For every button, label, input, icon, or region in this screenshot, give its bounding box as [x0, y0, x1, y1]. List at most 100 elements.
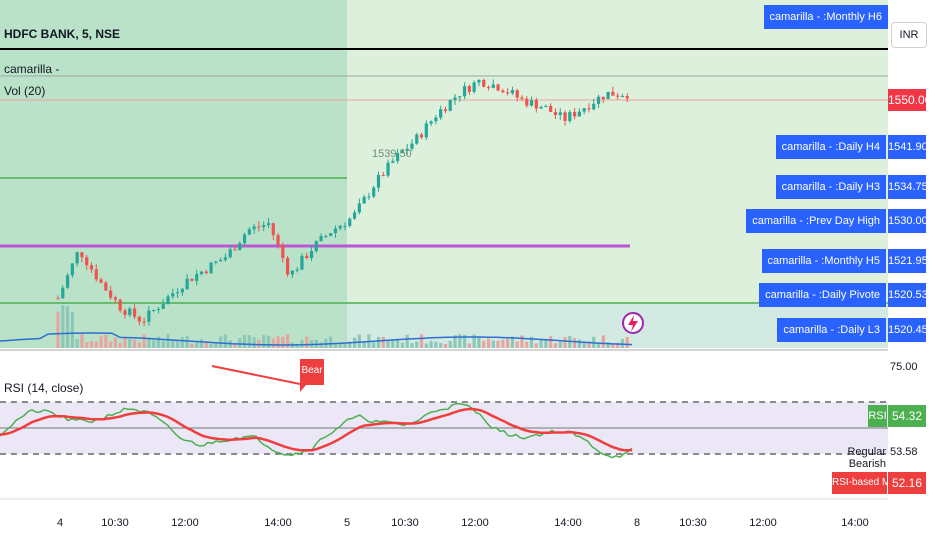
candle-body: [156, 309, 161, 311]
candle-body: [281, 244, 285, 258]
time-tick-label: 12:00: [171, 517, 199, 529]
volume-bar: [477, 336, 481, 348]
divergence-value: 53.58: [890, 446, 918, 458]
rsi-value: 54.32: [888, 405, 926, 427]
volume-bar: [204, 341, 208, 348]
volume-bar: [606, 342, 610, 348]
volume-bar: [525, 341, 529, 348]
symbol-title: HDFC BANK, 5, NSE: [4, 27, 121, 41]
candle-body: [109, 290, 113, 298]
volume-bar: [467, 343, 471, 348]
volume-bar: [61, 305, 65, 348]
volume-bar: [453, 335, 457, 348]
volume-bar: [242, 334, 247, 348]
volume-bar: [109, 341, 113, 348]
volume-bar: [171, 339, 175, 348]
volume-bar: [94, 341, 98, 348]
candle-body: [290, 270, 294, 275]
candle-body: [400, 150, 404, 153]
rsi-title: RSI (14, close): [4, 381, 84, 395]
volume-bar: [329, 336, 333, 348]
candle-body: [161, 304, 165, 310]
level-label-value: 1520.45: [888, 318, 928, 342]
candle-body: [396, 152, 400, 161]
candle-body: [56, 298, 60, 300]
candle-body: [549, 106, 553, 112]
candle-body: [415, 134, 419, 144]
lightning-icon[interactable]: [622, 312, 644, 334]
volume-bar: [180, 337, 184, 348]
candle-body: [123, 310, 127, 315]
candle-body: [486, 86, 491, 88]
candle-body: [324, 235, 328, 237]
candle-body: [477, 79, 481, 83]
volume-bar: [348, 341, 352, 348]
candle-body: [362, 196, 366, 204]
candle-body: [99, 279, 103, 283]
candle-body: [276, 235, 280, 245]
candle-body: [439, 109, 443, 118]
volume-bar: [132, 339, 137, 348]
candle-body: [94, 269, 98, 280]
rsi-ma-tag: RSI-based MA: [832, 472, 887, 494]
volume-bar: [147, 337, 151, 348]
volume-bar: [238, 337, 242, 348]
volume-bar: [175, 341, 180, 348]
time-tick-label: 8: [634, 517, 640, 529]
volume-bar: [496, 340, 500, 348]
candle-body: [348, 218, 352, 226]
volume-bar: [386, 340, 390, 348]
candle-body: [568, 112, 572, 121]
volume-bar: [472, 334, 476, 348]
volume-bar: [128, 339, 132, 348]
candle-body: [300, 255, 304, 270]
volume-ma-line: [0, 332, 633, 346]
candle-body: [553, 111, 558, 115]
candle-body: [625, 96, 629, 99]
candle-body: [525, 98, 529, 106]
volume-bar: [448, 340, 452, 348]
volume-bar: [305, 336, 309, 348]
volume-bar: [429, 340, 433, 348]
candle-body: [89, 265, 94, 270]
candle-body: [137, 316, 141, 322]
volume-bar: [75, 339, 79, 348]
candle-body: [242, 234, 247, 244]
candle-body: [577, 111, 581, 117]
volume-bar: [252, 337, 256, 348]
volume-bar: [553, 343, 558, 348]
volume-bar: [391, 340, 395, 348]
candle-body: [372, 187, 376, 197]
candle-body: [286, 257, 290, 275]
candle-body: [247, 229, 251, 235]
candle-body: [228, 249, 232, 258]
volume-bar: [80, 334, 84, 348]
candle-body: [376, 174, 381, 188]
candle-body: [386, 162, 390, 176]
volume-bar: [266, 335, 271, 348]
level-label-name: camarilla - :Daily L3: [777, 318, 886, 342]
candle-body: [118, 299, 122, 311]
candle-body: [453, 97, 457, 100]
candle-body: [132, 308, 137, 317]
volume-bar: [223, 334, 228, 348]
candle-body: [472, 82, 476, 92]
rsi-tag: RSI: [868, 405, 887, 427]
candle-body: [352, 212, 357, 219]
currency-button[interactable]: INR: [891, 22, 927, 48]
candle-body: [295, 269, 299, 271]
volume-bar: [85, 342, 89, 348]
candle-body: [391, 160, 395, 163]
candle-body: [266, 223, 271, 226]
indicator-name: camarilla -: [4, 62, 60, 76]
volume-bar: [113, 337, 117, 348]
volume-bar: [539, 339, 543, 348]
time-tick-label: 4: [57, 517, 63, 529]
volume-bar: [534, 343, 538, 348]
volume-bar: [529, 336, 534, 348]
volume-bar: [419, 334, 424, 348]
candle-body: [113, 297, 117, 300]
candle-body: [563, 112, 567, 121]
candle-body: [620, 96, 625, 98]
